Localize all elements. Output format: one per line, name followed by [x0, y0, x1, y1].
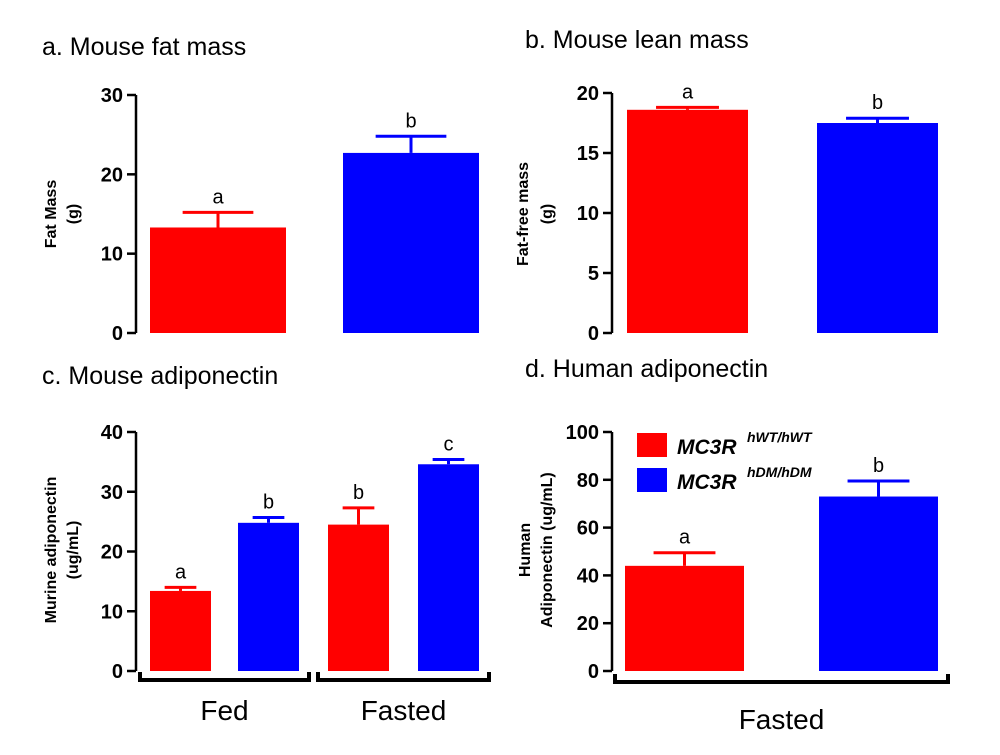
- chart-title: a. Mouse fat mass: [42, 33, 246, 61]
- chart-title: b. Mouse lean mass: [525, 26, 749, 54]
- y-tick-label: 0: [588, 323, 599, 345]
- y-tick-label: 0: [112, 661, 123, 683]
- y-axis-label: Fat-free mass: [515, 162, 532, 266]
- significance-label: b: [353, 482, 364, 504]
- chart-panel-0: a. Mouse fat mass 0 10 20 30 Fat Mass (g) a b: [42, 33, 479, 345]
- legend-label: MC3R: [677, 436, 737, 459]
- chart-panel-3: d. Human adiponectin 0 20 40 60 80 100 Human Adi…: [517, 355, 950, 735]
- bar: [625, 565, 744, 671]
- group-label: Fasted: [361, 695, 447, 726]
- y-tick-label: 10: [577, 203, 599, 225]
- bar: [343, 152, 479, 333]
- bar: [819, 496, 938, 671]
- significance-label: b: [405, 110, 416, 132]
- y-tick-label: 10: [101, 244, 123, 266]
- y-tick-label: 80: [577, 470, 599, 492]
- bar: [238, 522, 299, 671]
- legend-superscript: hWT/hWT: [747, 429, 813, 445]
- y-tick-label: 5: [588, 263, 599, 285]
- y-tick-label: 0: [588, 661, 599, 683]
- y-tick-label: 30: [101, 85, 123, 107]
- y-tick-label: 10: [101, 601, 123, 623]
- y-tick-label: 30: [101, 482, 123, 504]
- bar: [627, 109, 748, 333]
- group-bracket: [316, 672, 491, 682]
- group-label: Fed: [200, 695, 248, 726]
- group-bracket: [613, 674, 950, 684]
- significance-label: a: [212, 186, 224, 208]
- legend-superscript: hDM/hDM: [747, 464, 812, 480]
- significance-label: b: [263, 491, 274, 513]
- significance-label: a: [682, 81, 694, 103]
- legend-label: MC3R: [677, 471, 737, 494]
- significance-label: a: [679, 527, 691, 549]
- group-label: Fasted: [739, 704, 825, 735]
- legend: MC3R hWT/hWT MC3R hDM/hDM: [637, 429, 813, 494]
- y-tick-label: 15: [577, 143, 599, 165]
- y-tick-label: 100: [566, 422, 599, 444]
- y-tick-label: 40: [577, 565, 599, 587]
- bar: [150, 227, 286, 333]
- y-tick-label: 60: [577, 518, 599, 540]
- chart-title: d. Human adiponectin: [525, 355, 768, 383]
- bar: [418, 464, 479, 671]
- significance-label: b: [873, 455, 884, 477]
- y-axis-label: (g): [539, 204, 556, 224]
- legend-swatch: [637, 468, 667, 492]
- y-tick-label: 20: [101, 164, 123, 186]
- bar: [328, 524, 389, 671]
- y-axis-label: Human: [517, 523, 534, 577]
- significance-label: c: [444, 433, 454, 455]
- chart-title: c. Mouse adiponectin: [42, 362, 278, 390]
- y-tick-label: 20: [577, 613, 599, 635]
- y-axis-label: (g): [65, 204, 82, 224]
- y-axis-label: Fat Mass: [43, 180, 60, 249]
- y-axis-label: Adiponectin (ug/mL): [539, 472, 556, 628]
- bar: [817, 123, 938, 333]
- chart-panel-2: c. Mouse adiponectin 0 10 20 30 40 Murine adip…: [42, 362, 491, 726]
- group-bracket: [138, 672, 311, 682]
- significance-label: a: [175, 561, 187, 583]
- y-tick-label: 20: [577, 83, 599, 105]
- legend-swatch: [637, 433, 667, 457]
- y-axis-label: Murine adiponectin: [43, 477, 60, 624]
- y-tick-label: 20: [101, 542, 123, 564]
- y-tick-label: 40: [101, 422, 123, 444]
- significance-label: b: [872, 92, 883, 114]
- y-tick-label: 0: [112, 323, 123, 345]
- chart-panel-1: b. Mouse lean mass 0 5 10 15 20 Fat-free mass (…: [515, 26, 938, 345]
- y-axis-label: (ug/mL): [65, 521, 82, 580]
- bar: [150, 590, 211, 671]
